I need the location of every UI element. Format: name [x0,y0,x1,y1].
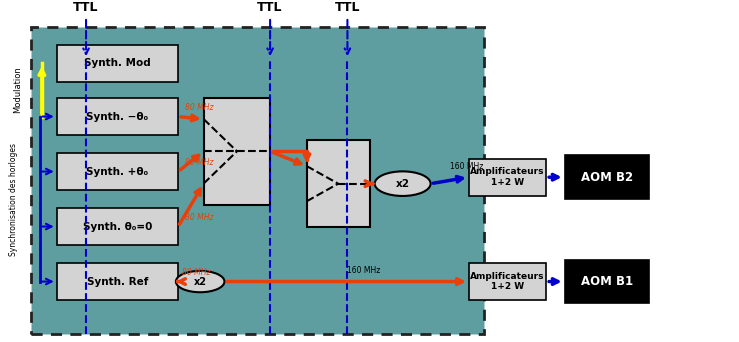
Text: x2: x2 [194,277,207,287]
Text: Synth. Ref: Synth. Ref [86,277,148,287]
Text: TTL: TTL [257,1,283,14]
FancyBboxPatch shape [565,260,650,303]
FancyBboxPatch shape [57,44,178,82]
Text: 80 MHz: 80 MHz [185,103,214,112]
Text: 80 MHz: 80 MHz [182,268,211,277]
Text: Amplificateurs
1+2 W: Amplificateurs 1+2 W [470,272,545,291]
Circle shape [176,271,225,292]
FancyBboxPatch shape [57,98,178,135]
FancyBboxPatch shape [57,153,178,190]
FancyBboxPatch shape [469,159,546,196]
Text: Synth. +θ₀: Synth. +θ₀ [86,167,149,176]
FancyBboxPatch shape [469,263,546,300]
Text: TTL: TTL [335,1,360,14]
Text: 160 MHz: 160 MHz [347,266,380,275]
FancyBboxPatch shape [565,155,650,199]
Text: TTL: TTL [73,1,99,14]
Text: Synchronisation des horloges: Synchronisation des horloges [10,143,18,255]
FancyBboxPatch shape [57,263,178,300]
Circle shape [375,171,431,196]
Text: AOM B2: AOM B2 [581,171,633,184]
Text: 80 MHz: 80 MHz [185,213,214,222]
Text: 160 MHz: 160 MHz [450,162,483,171]
FancyBboxPatch shape [204,98,270,205]
Text: Synth. −θ₀: Synth. −θ₀ [86,111,149,121]
Text: Modulation: Modulation [13,66,22,113]
Text: 80 MHz: 80 MHz [185,158,214,167]
FancyBboxPatch shape [57,208,178,245]
Text: Synth. Mod: Synth. Mod [84,58,151,68]
Text: AOM B1: AOM B1 [581,275,633,288]
Text: x2: x2 [395,179,409,189]
FancyBboxPatch shape [307,140,370,227]
FancyBboxPatch shape [31,27,483,334]
Text: Amplificateurs
1+2 W: Amplificateurs 1+2 W [470,168,545,187]
Text: Synth. θ₀=0: Synth. θ₀=0 [83,222,152,232]
